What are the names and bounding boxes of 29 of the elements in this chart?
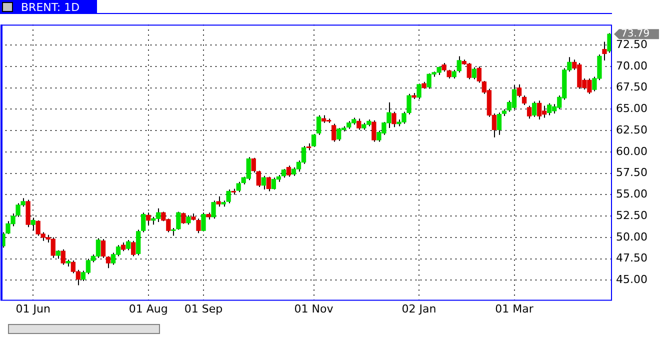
candlestick — [196, 218, 201, 234]
x-tick-label: 01 Mar — [495, 302, 534, 316]
y-tick-label: 72.50 — [616, 38, 648, 51]
candlestick — [532, 101, 537, 118]
y-tick-label: 52.50 — [616, 208, 648, 222]
candlestick — [126, 239, 131, 251]
y-tick-label: 55.00 — [616, 188, 648, 201]
y-tick-label: 70.00 — [616, 59, 648, 72]
y-tick-label: 50.00 — [616, 230, 648, 244]
y-tick-label: 57.50 — [616, 166, 648, 180]
y-tick-label: 60.00 — [616, 144, 648, 158]
x-tick-label: 01 Jun — [16, 302, 50, 316]
candlestick — [130, 240, 136, 257]
candlestick — [100, 238, 106, 258]
y-tick-label: 65.00 — [616, 102, 648, 116]
y-tick-label: 45.00 — [616, 273, 648, 286]
x-tick-label: 02 Jan — [402, 302, 436, 316]
y-tick-label: 47.50 — [616, 252, 648, 265]
candlestick — [261, 175, 266, 190]
y-tick-label: 67.50 — [616, 80, 648, 94]
x-tick-label: 01 Nov — [294, 302, 334, 316]
chart-title: BRENT: 1D — [21, 0, 80, 14]
x-tick-label: 01 Aug — [128, 302, 168, 316]
y-tick-label: 62.50 — [616, 123, 648, 136]
candlestick — [311, 133, 316, 148]
text: 73.79 — [621, 28, 650, 40]
x-tick-label: 01 Sep — [184, 302, 223, 316]
candlestick — [522, 95, 527, 106]
candlestick — [266, 176, 271, 192]
